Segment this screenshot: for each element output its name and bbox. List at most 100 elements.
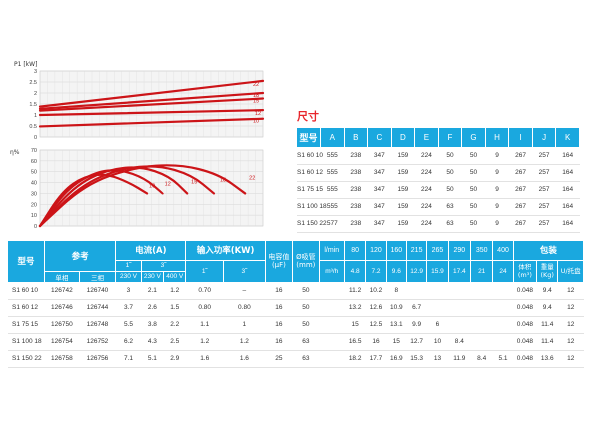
spec-cell: 16 bbox=[265, 282, 293, 300]
dim-cell: 50 bbox=[461, 215, 486, 233]
y-tick-label: 2 bbox=[34, 91, 37, 97]
dim-cell: 347 bbox=[367, 147, 392, 165]
spec-cell: 9.9 bbox=[406, 316, 427, 334]
h-current-3ph: 3˜ bbox=[141, 260, 187, 272]
dim-cell: 224 bbox=[414, 215, 439, 233]
spec-cell-model: S1 150 22 bbox=[8, 350, 45, 368]
dim-cell: 159 bbox=[391, 164, 415, 182]
h-power-3ph: 3˜ bbox=[223, 260, 266, 283]
dim-cell: 238 bbox=[344, 215, 368, 233]
dim-cell: 257 bbox=[532, 198, 556, 216]
dim-header-a: A bbox=[320, 128, 345, 147]
spec-cell bbox=[470, 333, 493, 351]
series-line-22 bbox=[38, 79, 265, 108]
dim-cell: 257 bbox=[532, 147, 556, 165]
dim-cell: 555 bbox=[320, 147, 345, 165]
spec-cell: 50 bbox=[292, 282, 320, 300]
h-volume-label: 体积 bbox=[518, 263, 532, 271]
dim-cell-model: S1 60 12 bbox=[297, 164, 323, 182]
dim-cell: 164 bbox=[555, 164, 580, 182]
spec-cell: 17.7 bbox=[365, 350, 387, 368]
spec-cell: 0.80 bbox=[223, 299, 266, 317]
dim-cell: 267 bbox=[508, 198, 533, 216]
spec-cell: 10.2 bbox=[365, 282, 387, 300]
spec-cell: 6.7 bbox=[406, 299, 427, 317]
dim-cell: 159 bbox=[391, 198, 415, 216]
spec-cell: 8.4 bbox=[470, 350, 493, 368]
spec-cell: 6 bbox=[426, 316, 449, 334]
spec-cell: 63 bbox=[292, 350, 320, 368]
spec-cell: 126754 bbox=[44, 333, 80, 351]
spec-cell: 1.5 bbox=[163, 299, 186, 317]
h-flow-lmin: l/min bbox=[319, 241, 345, 261]
dim-cell: 50 bbox=[438, 147, 462, 165]
dimensions-table: 型号 A B C D E F G H I J K S1 60 10 555 238 347 159 224 50 5… bbox=[297, 128, 580, 233]
dimensions-header-row: 型号 A B C D E F G H I J K bbox=[297, 128, 580, 147]
dim-cell: 50 bbox=[461, 198, 486, 216]
spec-cell: 126740 bbox=[79, 282, 116, 300]
dim-header-model: 型号 bbox=[297, 128, 322, 147]
h-model: 型号 bbox=[8, 241, 46, 283]
dim-cell: 159 bbox=[391, 215, 415, 233]
spec-cell: 16 bbox=[365, 333, 387, 351]
spec-cell bbox=[492, 316, 514, 334]
spec-cell: 9.4 bbox=[536, 282, 558, 300]
spec-cell: 50 bbox=[292, 316, 320, 334]
spec-cell: 126750 bbox=[44, 316, 80, 334]
flow-m3h-0: 4.8 bbox=[344, 260, 367, 283]
spec-cell: 16 bbox=[265, 333, 293, 351]
spec-cell: 5.1 bbox=[492, 350, 514, 368]
dim-cell: 63 bbox=[438, 198, 462, 216]
spec-cell: 12.7 bbox=[406, 333, 427, 351]
spec-cell: 16.9 bbox=[386, 350, 407, 368]
h-capacitor-unit: (μF) bbox=[271, 261, 286, 270]
spec-cell: 12 bbox=[557, 350, 584, 368]
flow-m3h-6: 21 bbox=[470, 260, 494, 283]
spec-cell: 0.80 bbox=[185, 299, 224, 317]
spec-cell: 18.2 bbox=[344, 350, 366, 368]
spec-cell: 126742 bbox=[44, 282, 80, 300]
spec-cell: 12 bbox=[557, 333, 584, 351]
series-line-15 bbox=[38, 97, 265, 112]
h-power-1ph: 1˜ bbox=[185, 260, 225, 283]
series-label-22: 22 bbox=[253, 82, 259, 88]
dim-cell: 63 bbox=[438, 215, 462, 233]
h-suction-label: Ø吸管 bbox=[296, 253, 316, 262]
dim-cell: 267 bbox=[508, 164, 533, 182]
dim-cell: 164 bbox=[555, 181, 580, 199]
spec-cell: 3 bbox=[115, 282, 142, 300]
dim-header-h: H bbox=[485, 128, 510, 147]
spec-cell bbox=[492, 282, 514, 300]
table-row: S1 75 15 126750 126748 5.5 3.8 2.2 1.1 1 16 50 15 1… bbox=[8, 316, 584, 334]
spec-cell bbox=[448, 282, 471, 300]
dim-cell: 267 bbox=[508, 215, 533, 233]
dim-cell: 224 bbox=[414, 164, 439, 182]
dim-cell: 257 bbox=[532, 215, 556, 233]
table-row: S1 150 22 577 238 347 159 224 63 50 9 267 257 164 bbox=[297, 215, 580, 233]
flow-lmin-5: 290 bbox=[448, 241, 472, 261]
flow-m3h-4: 15.9 bbox=[426, 260, 449, 283]
dim-cell: 159 bbox=[391, 181, 415, 199]
series-line-15 bbox=[38, 166, 189, 228]
spec-cell bbox=[426, 282, 449, 300]
table-row: S1 150 22 126758 126756 7.1 5.1 2.9 1.6 1.6 25 63… bbox=[8, 350, 584, 368]
flow-lmin-4: 265 bbox=[426, 241, 449, 261]
spec-cell bbox=[448, 299, 471, 317]
dim-cell-model: S1 60 10 bbox=[297, 147, 323, 165]
series-line-12 bbox=[38, 109, 265, 117]
flow-m3h-7: 24 bbox=[492, 260, 514, 283]
series-line-10 bbox=[38, 117, 265, 128]
spec-cell: 3.8 bbox=[141, 316, 164, 334]
y-tick-label: 0.5 bbox=[29, 124, 37, 130]
dim-header-i: I bbox=[508, 128, 533, 147]
dim-cell: 9 bbox=[485, 181, 509, 199]
spec-cell: 126748 bbox=[79, 316, 116, 334]
spec-cell: 11.4 bbox=[536, 316, 558, 334]
table-row: S1 60 10 555 238 347 159 224 50 50 9 267 257 164 bbox=[297, 147, 580, 165]
dim-cell: 555 bbox=[320, 181, 345, 199]
spec-cell: – bbox=[223, 282, 266, 300]
dim-cell: 224 bbox=[414, 181, 439, 199]
dim-cell-model: S1 100 18 bbox=[297, 198, 327, 216]
y-tick-label: 0 bbox=[34, 135, 37, 141]
spec-cell: 11.9 bbox=[448, 350, 471, 368]
